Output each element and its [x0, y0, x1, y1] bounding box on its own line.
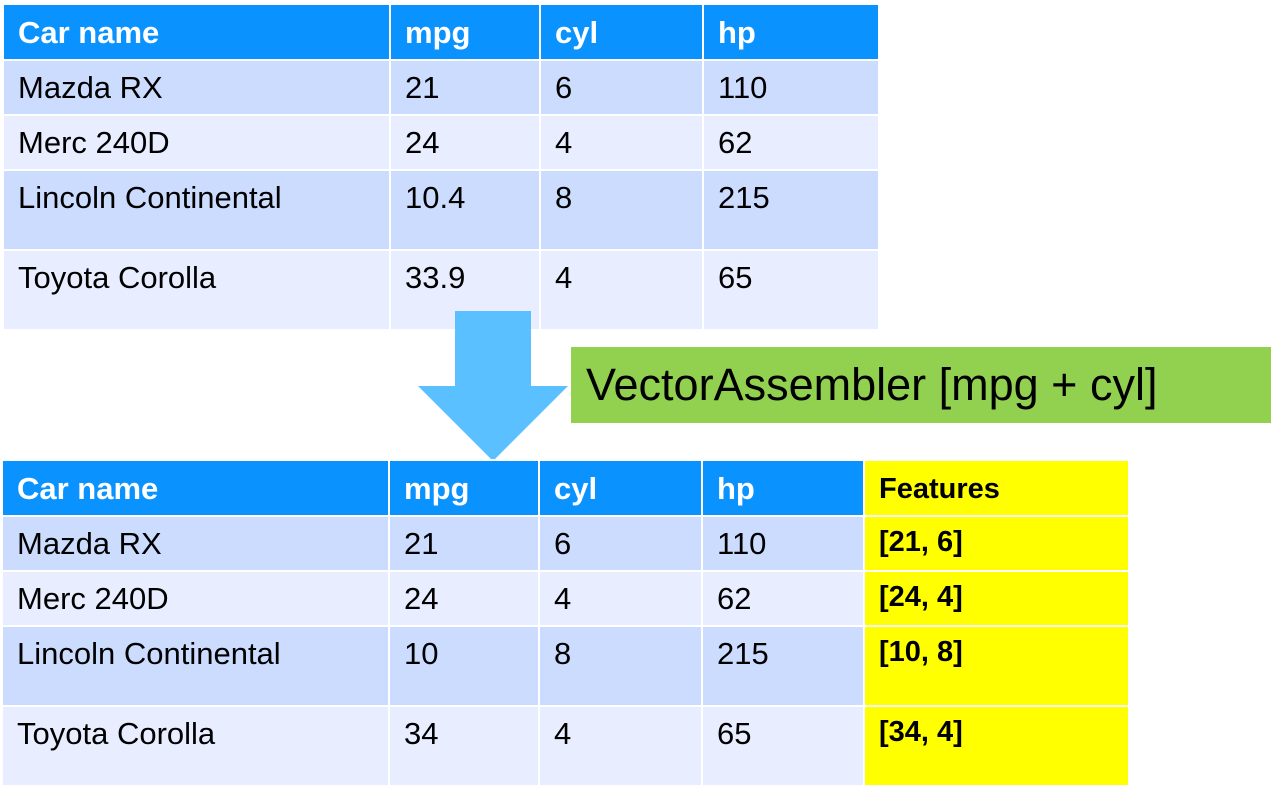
cell-cyl: 4 — [539, 114, 704, 171]
header-car-name: Car name — [2, 3, 391, 61]
cell-cyl: 6 — [539, 59, 704, 116]
cell-cyl: 6 — [538, 515, 703, 572]
table-row: Toyota Corolla 34 4 65 [34, 4] — [1, 705, 1130, 787]
cell-hp: 110 — [702, 59, 880, 116]
cell-hp: 215 — [702, 169, 880, 251]
cell-cyl: 4 — [539, 249, 704, 331]
table-row: Mazda RX 21 6 110 [21, 6] — [1, 515, 1130, 572]
cell-cyl: 4 — [538, 570, 703, 627]
cell-car-name: Toyota Corolla — [2, 249, 391, 331]
vector-assembler-label: VectorAssembler [mpg + cyl] — [571, 347, 1271, 423]
cell-features: [10, 8] — [863, 625, 1130, 707]
cell-hp: 65 — [702, 249, 880, 331]
cell-mpg: 21 — [389, 59, 541, 116]
cell-mpg: 34 — [388, 705, 540, 787]
cell-cyl: 4 — [538, 705, 703, 787]
cell-mpg: 24 — [388, 570, 540, 627]
cell-cyl: 8 — [538, 625, 703, 707]
cell-mpg: 10 — [388, 625, 540, 707]
cell-hp: 62 — [701, 570, 865, 627]
cell-car-name: Merc 240D — [2, 114, 391, 171]
header-mpg: mpg — [388, 459, 540, 517]
cell-features: [24, 4] — [863, 570, 1130, 627]
header-cyl: cyl — [538, 459, 703, 517]
header-hp: hp — [701, 459, 865, 517]
input-table: Car name mpg cyl hp Mazda RX 21 6 110 Me… — [2, 3, 880, 331]
cell-car-name: Toyota Corolla — [1, 705, 390, 787]
cell-car-name: Lincoln Continental — [1, 625, 390, 707]
cell-hp: 215 — [701, 625, 865, 707]
cell-car-name: Mazda RX — [2, 59, 391, 116]
cell-cyl: 8 — [539, 169, 704, 251]
header-cyl: cyl — [539, 3, 704, 61]
cell-hp: 62 — [702, 114, 880, 171]
header-features: Features — [863, 459, 1130, 517]
cell-car-name: Merc 240D — [1, 570, 390, 627]
down-arrow-icon — [418, 311, 568, 461]
table-row: Lincoln Continental 10 8 215 [10, 8] — [1, 625, 1130, 707]
header-hp: hp — [702, 3, 880, 61]
header-car-name: Car name — [1, 459, 390, 517]
cell-mpg: 24 — [389, 114, 541, 171]
cell-mpg: 21 — [388, 515, 540, 572]
table-row: Mazda RX 21 6 110 — [2, 59, 880, 116]
cell-features: [34, 4] — [863, 705, 1130, 787]
table-row: Merc 240D 24 4 62 [24, 4] — [1, 570, 1130, 627]
cell-features: [21, 6] — [863, 515, 1130, 572]
output-table: Car name mpg cyl hp Features Mazda RX 21… — [1, 459, 1130, 787]
cell-car-name: Mazda RX — [1, 515, 390, 572]
table-row: Lincoln Continental 10.4 8 215 — [2, 169, 880, 251]
table-row: Merc 240D 24 4 62 — [2, 114, 880, 171]
header-mpg: mpg — [389, 3, 541, 61]
cell-hp: 110 — [701, 515, 865, 572]
cell-mpg: 10.4 — [389, 169, 541, 251]
table-header-row: Car name mpg cyl hp Features — [1, 459, 1130, 517]
cell-hp: 65 — [701, 705, 865, 787]
table-header-row: Car name mpg cyl hp — [2, 3, 880, 61]
cell-car-name: Lincoln Continental — [2, 169, 391, 251]
